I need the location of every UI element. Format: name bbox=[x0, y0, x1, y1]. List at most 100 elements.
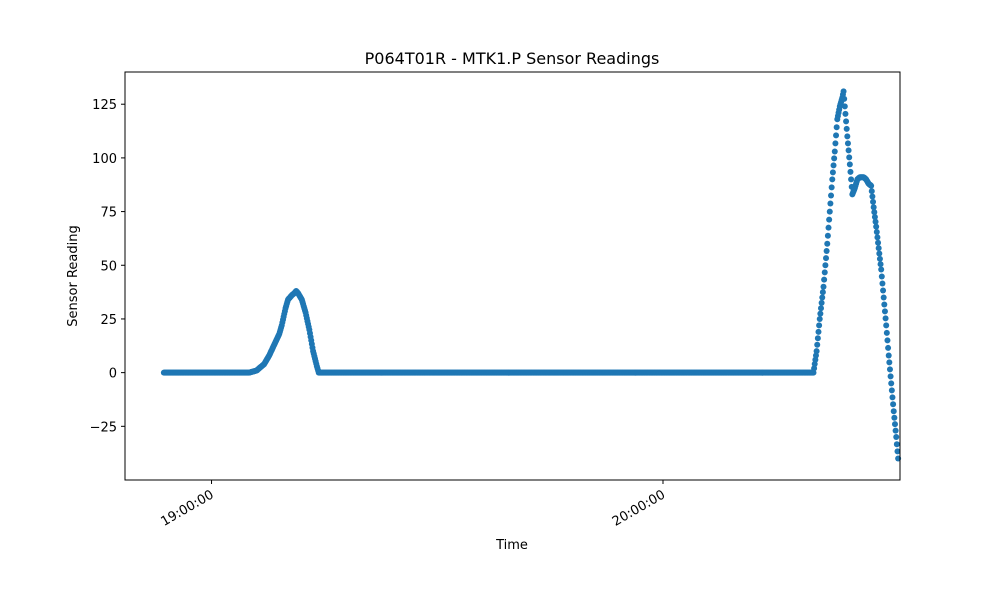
data-point bbox=[890, 401, 897, 408]
data-point bbox=[892, 427, 899, 434]
data-point bbox=[888, 380, 895, 387]
data-point bbox=[833, 132, 840, 139]
y-tick-label: −25 bbox=[90, 420, 117, 435]
data-point bbox=[884, 337, 891, 344]
data-point bbox=[823, 247, 830, 254]
data-point bbox=[814, 341, 821, 348]
data-point bbox=[841, 95, 848, 102]
data-point bbox=[824, 240, 831, 247]
data-point bbox=[868, 182, 875, 189]
x-tick-label: 19:00:00 bbox=[158, 487, 216, 529]
chart-title: P064T01R - MTK1.P Sensor Readings bbox=[365, 49, 660, 68]
data-point bbox=[821, 276, 828, 283]
data-point bbox=[869, 193, 876, 200]
data-point bbox=[872, 218, 879, 225]
data-point bbox=[822, 262, 829, 269]
x-axis: 19:00:00 20:00:00 bbox=[158, 480, 668, 530]
data-point bbox=[873, 228, 880, 235]
data-point bbox=[871, 213, 878, 220]
data-point bbox=[886, 366, 893, 373]
data-point bbox=[885, 344, 892, 351]
y-axis-label: Sensor Reading bbox=[66, 225, 81, 326]
data-point bbox=[831, 148, 838, 155]
data-point bbox=[821, 269, 828, 276]
data-point bbox=[880, 294, 887, 301]
plot-frame bbox=[124, 71, 901, 481]
data-point bbox=[882, 315, 889, 322]
y-tick-label: 100 bbox=[92, 152, 117, 167]
data-point bbox=[816, 322, 823, 329]
data-point bbox=[819, 289, 826, 296]
data-point bbox=[843, 118, 850, 125]
y-tick-label: 0 bbox=[109, 367, 117, 382]
data-point bbox=[845, 147, 852, 154]
data-point bbox=[891, 414, 898, 421]
data-point bbox=[843, 125, 850, 132]
data-point bbox=[815, 328, 822, 335]
data-point bbox=[823, 255, 830, 262]
data-point bbox=[826, 216, 833, 223]
data-point bbox=[828, 192, 835, 199]
data-point bbox=[827, 200, 834, 207]
data-point bbox=[885, 352, 892, 359]
data-point bbox=[829, 169, 836, 176]
data-point bbox=[830, 162, 837, 169]
data-point bbox=[826, 208, 833, 215]
y-tick-label: 75 bbox=[100, 206, 117, 221]
data-point bbox=[893, 441, 900, 448]
data-point bbox=[833, 124, 840, 131]
data-point bbox=[886, 359, 893, 366]
data-point bbox=[831, 155, 838, 162]
data-point bbox=[870, 204, 877, 211]
data-point bbox=[889, 394, 896, 401]
data-point bbox=[891, 421, 898, 428]
data-point bbox=[817, 305, 824, 312]
x-axis-label: Time bbox=[495, 538, 528, 553]
data-point bbox=[846, 161, 853, 168]
data-point bbox=[894, 448, 901, 455]
data-point bbox=[832, 140, 839, 147]
data-point bbox=[824, 232, 831, 239]
data-point bbox=[846, 154, 853, 161]
data-point bbox=[818, 299, 825, 306]
x-tick-label: 20:00:00 bbox=[610, 487, 668, 529]
data-point bbox=[816, 315, 823, 322]
plot-area bbox=[160, 88, 902, 462]
data-point bbox=[842, 110, 849, 117]
data-point bbox=[879, 280, 886, 287]
data-point bbox=[844, 133, 851, 140]
data-point bbox=[817, 310, 824, 317]
data-point bbox=[870, 198, 877, 205]
data-point bbox=[814, 335, 821, 342]
data-point bbox=[881, 301, 888, 308]
data-point bbox=[876, 250, 883, 257]
data-point bbox=[825, 224, 832, 231]
data-point bbox=[868, 188, 875, 195]
data-point bbox=[893, 434, 900, 441]
y-tick-label: 50 bbox=[100, 259, 117, 274]
data-point bbox=[881, 308, 888, 315]
data-point bbox=[887, 373, 894, 380]
data-point bbox=[877, 261, 884, 268]
data-point bbox=[828, 184, 835, 191]
y-tick-label: 125 bbox=[92, 98, 117, 113]
data-point bbox=[813, 348, 820, 355]
data-point bbox=[841, 103, 848, 110]
data-point bbox=[829, 176, 836, 183]
y-axis: −25 0 25 50 75 100 125 bbox=[90, 98, 125, 435]
data-point bbox=[878, 266, 885, 273]
data-point bbox=[847, 168, 854, 175]
data-point bbox=[820, 283, 827, 290]
y-tick-label: 25 bbox=[100, 313, 117, 328]
data-point bbox=[890, 408, 897, 415]
data-point bbox=[819, 294, 826, 301]
data-point bbox=[874, 234, 881, 241]
data-point bbox=[848, 176, 855, 183]
data-point bbox=[878, 273, 885, 280]
data-point bbox=[883, 322, 890, 329]
data-point bbox=[875, 239, 882, 246]
data-point bbox=[880, 287, 887, 294]
data-point bbox=[888, 387, 895, 394]
data-point bbox=[876, 255, 883, 262]
